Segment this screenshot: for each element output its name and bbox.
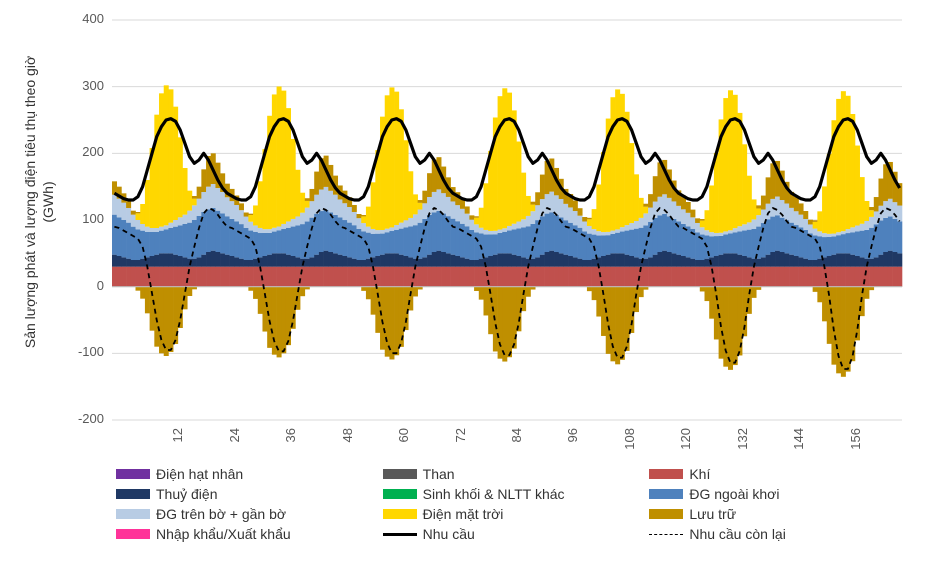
legend-item-demand: Nhu cầu: [383, 526, 640, 542]
legend-item-import: Nhập khẩu/Xuất khẩu: [116, 526, 373, 542]
y-tick: -100: [78, 344, 104, 359]
x-tick: 132: [735, 428, 750, 458]
legend-swatch: [383, 469, 417, 479]
legend-label: Điện hạt nhân: [156, 466, 243, 482]
x-tick: 144: [791, 428, 806, 458]
legend-item-coal: Than: [383, 466, 640, 482]
legend-label: Nhu cầu: [423, 526, 475, 542]
legend-item-nuclear: Điện hạt nhân: [116, 466, 373, 482]
x-tick: 108: [622, 428, 637, 458]
x-tick: 156: [848, 428, 863, 458]
legend-item-biomass: Sinh khối & NLTT khác: [383, 486, 640, 502]
legend-item-gas: Khí: [649, 466, 906, 482]
legend-swatch: [116, 509, 150, 519]
x-tick: 120: [678, 428, 693, 458]
energy-hourly-chart: Sản lượng phát và lượng điện tiêu thụ th…: [0, 0, 930, 568]
legend-label: Nhu cầu còn lại: [689, 526, 786, 542]
y-tick: 0: [97, 278, 104, 293]
y-tick: -200: [78, 411, 104, 426]
legend-item-hydro: Thuỷ điện: [116, 486, 373, 502]
legend-label: Điện mặt trời: [423, 506, 504, 522]
x-tick: 96: [565, 428, 580, 458]
legend-swatch: [116, 469, 150, 479]
y-tick: 300: [82, 78, 104, 93]
legend-swatch: [649, 489, 683, 499]
legend-label: Nhập khẩu/Xuất khẩu: [156, 526, 291, 542]
y-tick: 400: [82, 11, 104, 26]
legend-swatch: [649, 509, 683, 519]
legend-item-solar: Điện mặt trời: [383, 506, 640, 522]
y-tick: 100: [82, 211, 104, 226]
legend-item-residual: Nhu cầu còn lại: [649, 526, 906, 542]
plot-svg: [0, 0, 930, 460]
legend-swatch: [383, 489, 417, 499]
legend-swatch: [383, 509, 417, 519]
legend-line: [383, 533, 417, 536]
x-tick: 72: [453, 428, 468, 458]
legend-swatch: [649, 469, 683, 479]
legend-item-offshore: ĐG ngoài khơi: [649, 486, 906, 502]
x-tick: 60: [396, 428, 411, 458]
legend-swatch: [116, 529, 150, 539]
legend: Điện hạt nhân Than Khí Thuỷ điện Sinh khối &…: [116, 466, 906, 542]
x-tick: 48: [340, 428, 355, 458]
legend-label: Khí: [689, 466, 710, 482]
legend-label: Thuỷ điện: [156, 486, 217, 502]
y-tick: 200: [82, 144, 104, 159]
legend-swatch: [116, 489, 150, 499]
legend-item-onshore: ĐG trên bờ + gần bờ: [116, 506, 373, 522]
x-tick: 36: [283, 428, 298, 458]
legend-label: ĐG ngoài khơi: [689, 486, 779, 502]
legend-label: Lưu trữ: [689, 506, 736, 522]
legend-label: Than: [423, 466, 455, 482]
x-tick: 84: [509, 428, 524, 458]
legend-line: [649, 534, 683, 535]
x-tick: 24: [227, 428, 242, 458]
legend-label: ĐG trên bờ + gần bờ: [156, 506, 286, 522]
legend-label: Sinh khối & NLTT khác: [423, 486, 565, 502]
x-tick: 12: [170, 428, 185, 458]
legend-item-storage_dis: Lưu trữ: [649, 506, 906, 522]
